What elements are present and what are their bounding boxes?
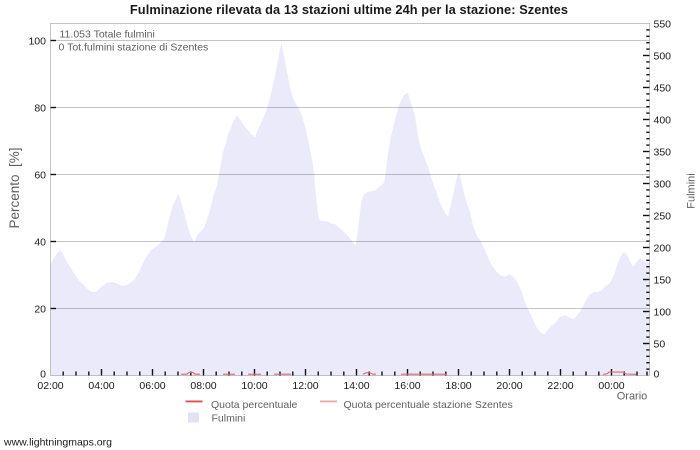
svg-text:Quota percentuale: Quota percentuale xyxy=(211,399,298,411)
svg-text:100: 100 xyxy=(654,306,672,318)
svg-text:20:00: 20:00 xyxy=(496,380,522,392)
svg-text:0: 0 xyxy=(654,368,660,380)
svg-text:150: 150 xyxy=(654,274,672,286)
svg-text:50: 50 xyxy=(654,338,666,350)
svg-text:40: 40 xyxy=(34,236,46,248)
svg-text:Fulmini: Fulmini xyxy=(686,173,698,208)
svg-text:www.lightningmaps.org: www.lightningmaps.org xyxy=(3,436,112,448)
svg-text:300: 300 xyxy=(654,178,672,190)
svg-text:0 Tot.fulmini stazione di Szen: 0 Tot.fulmini stazione di Szentes xyxy=(59,42,209,54)
svg-text:16:00: 16:00 xyxy=(394,380,420,392)
svg-text:10:00: 10:00 xyxy=(241,380,267,392)
svg-text:14:00: 14:00 xyxy=(343,380,369,392)
svg-text:Fulmini: Fulmini xyxy=(212,412,246,424)
svg-text:80: 80 xyxy=(34,102,46,114)
svg-text:Percento [%]: Percento [%] xyxy=(7,147,22,228)
svg-text:0: 0 xyxy=(40,368,46,380)
svg-text:12:00: 12:00 xyxy=(292,380,318,392)
svg-text:18:00: 18:00 xyxy=(445,380,471,392)
svg-text:04:00: 04:00 xyxy=(88,380,114,392)
svg-text:Orario: Orario xyxy=(617,391,648,403)
svg-text:450: 450 xyxy=(654,82,672,94)
svg-text:22:00: 22:00 xyxy=(547,380,573,392)
svg-text:100: 100 xyxy=(28,35,46,47)
svg-text:08:00: 08:00 xyxy=(190,380,216,392)
svg-text:60: 60 xyxy=(34,169,46,181)
svg-text:11.053 Totale fulmini: 11.053 Totale fulmini xyxy=(60,28,155,40)
svg-text:Quota percentuale stazione Sze: Quota percentuale stazione Szentes xyxy=(344,399,513,411)
svg-text:350: 350 xyxy=(654,146,672,158)
svg-text:06:00: 06:00 xyxy=(139,380,165,392)
svg-text:02:00: 02:00 xyxy=(37,380,63,392)
svg-text:Fulminazione rilevata da 13 st: Fulminazione rilevata da 13 stazioni ult… xyxy=(130,2,568,17)
svg-text:00:00: 00:00 xyxy=(598,380,624,392)
svg-text:500: 500 xyxy=(654,50,672,62)
svg-text:20: 20 xyxy=(34,303,46,315)
svg-text:400: 400 xyxy=(654,114,672,126)
svg-text:200: 200 xyxy=(654,242,672,254)
svg-text:550: 550 xyxy=(654,18,672,30)
svg-text:250: 250 xyxy=(654,210,672,222)
